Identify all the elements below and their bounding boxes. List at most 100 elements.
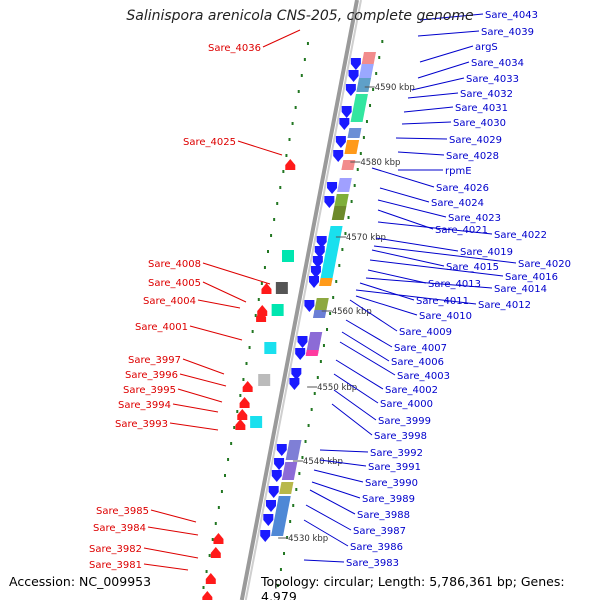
left-gene-label: Sare_4004: [143, 296, 196, 307]
right-gene-label: Sare_4031: [455, 103, 508, 114]
left-gene-label: Sare_3993: [115, 419, 168, 430]
right-label-leader: [369, 259, 504, 277]
right-gene-label: Sare_4012: [478, 300, 531, 311]
forward-gene-arrow: [268, 486, 279, 498]
forward-gene-arrow: [291, 368, 302, 380]
right-gene-label: Sare_4043: [485, 10, 538, 21]
right-label-leader: [379, 187, 430, 203]
feature-block: [344, 140, 360, 154]
forward-gene-arrow: [341, 106, 352, 118]
right-gene-label: Sare_3992: [370, 448, 423, 459]
scale-tick-label: 4570 kbp: [346, 233, 386, 243]
right-gene-label: Sare_4022: [494, 230, 547, 241]
forward-gene-arrow: [348, 70, 359, 82]
right-label-leader: [355, 295, 418, 316]
forward-gene-arrow: [309, 276, 320, 288]
scale-tick-label: 4560 kbp: [332, 307, 372, 317]
right-gene-label: argS: [475, 42, 498, 53]
feature-block: [319, 226, 343, 282]
feature-block: [279, 482, 294, 494]
right-label-leader: [303, 519, 349, 547]
accession-text: Accession: NC_009953: [9, 574, 152, 589]
forward-gene-arrow: [274, 458, 285, 470]
right-gene-label: rpmE: [445, 166, 472, 177]
right-label-leader: [305, 504, 352, 531]
reverse-gene-arrow: [285, 159, 296, 170]
right-gene-label: Sare_4039: [481, 27, 534, 38]
left-gene-label: Sare_3997: [128, 355, 181, 366]
right-label-leader: [355, 289, 477, 305]
right-label-leader: [319, 459, 367, 467]
left-label-leader: [150, 509, 197, 523]
feature-block: [306, 332, 323, 354]
feature-block: [331, 206, 347, 220]
reverse-gene-arrow: [213, 533, 224, 544]
reverse-gene-arrow: [256, 311, 267, 322]
forward-gene-arrow: [316, 236, 327, 248]
right-gene-label: Sare_4003: [397, 371, 450, 382]
right-gene-label: Sare_4015: [446, 262, 499, 273]
right-label-leader: [371, 249, 445, 267]
left-label-leader: [237, 140, 283, 156]
feature-block: [285, 440, 302, 460]
right-gene-label: Sare_4014: [494, 284, 547, 295]
left-gene-label: Sare_3985: [96, 506, 149, 517]
left-label-leader: [262, 29, 301, 48]
right-label-leader: [377, 199, 447, 218]
right-label-leader: [333, 389, 377, 421]
left-label-leader: [172, 403, 219, 413]
right-label-leader: [417, 30, 480, 37]
right-label-leader: [395, 137, 448, 140]
forward-gene-arrow: [266, 500, 276, 512]
right-label-leader: [345, 319, 393, 348]
reverse-gene-arrow: [210, 547, 221, 558]
right-gene-label: Sare_3987: [353, 526, 406, 537]
right-gene-label: Sare_4007: [394, 343, 447, 354]
left-gene-label: Sare_4008: [148, 259, 201, 270]
right-label-leader: [367, 269, 427, 284]
right-label-leader: [377, 209, 434, 230]
left-gene-label: Sare_3994: [118, 400, 171, 411]
forward-gene-arrow: [289, 378, 300, 390]
forward-gene-arrow: [295, 348, 306, 360]
feature-block: [347, 128, 362, 138]
right-label-leader: [365, 277, 493, 289]
feature-block: [337, 178, 352, 192]
right-label-leader: [411, 77, 465, 91]
inner-feature-block: [282, 250, 294, 262]
left-label-leader: [202, 262, 271, 285]
left-label-leader: [179, 373, 227, 387]
right-label-leader: [417, 61, 470, 79]
forward-gene-arrow: [260, 530, 271, 542]
right-label-leader: [311, 481, 361, 499]
left-gene-label: Sare_3984: [93, 523, 146, 534]
scale-tick-label: 4530 kbp: [288, 534, 328, 544]
forward-gene-arrow: [324, 196, 335, 208]
scale-tick-label: 4540 kbp: [303, 457, 343, 467]
forward-gene-arrow: [314, 246, 325, 258]
left-gene-label: Sare_3995: [123, 385, 176, 396]
right-gene-label: Sare_4028: [446, 151, 499, 162]
feature-block: [305, 350, 319, 356]
right-label-leader: [319, 449, 369, 453]
right-gene-label: Sare_3991: [368, 462, 421, 473]
left-gene-label: Sare_4001: [135, 322, 188, 333]
forward-gene-arrow: [271, 470, 282, 482]
feature-block: [359, 64, 374, 78]
forward-gene-arrow: [339, 118, 350, 130]
genome-backbone: [239, 0, 359, 600]
feature-block: [356, 78, 372, 92]
right-label-leader: [309, 489, 356, 515]
reverse-gene-arrow: [235, 419, 246, 430]
reverse-gene-arrow: [237, 409, 248, 420]
topology-text: Topology: circular; Length: 5,786,361 bp…: [261, 574, 565, 600]
left-label-leader: [177, 388, 223, 403]
left-label-leader: [182, 358, 225, 375]
right-gene-label: Sare_4019: [460, 247, 513, 258]
right-label-leader: [407, 92, 459, 99]
right-label-leader: [333, 373, 379, 404]
right-gene-label: Sare_4000: [380, 399, 433, 410]
right-gene-label: Sare_3988: [357, 510, 410, 521]
reverse-gene-arrow: [242, 381, 253, 392]
